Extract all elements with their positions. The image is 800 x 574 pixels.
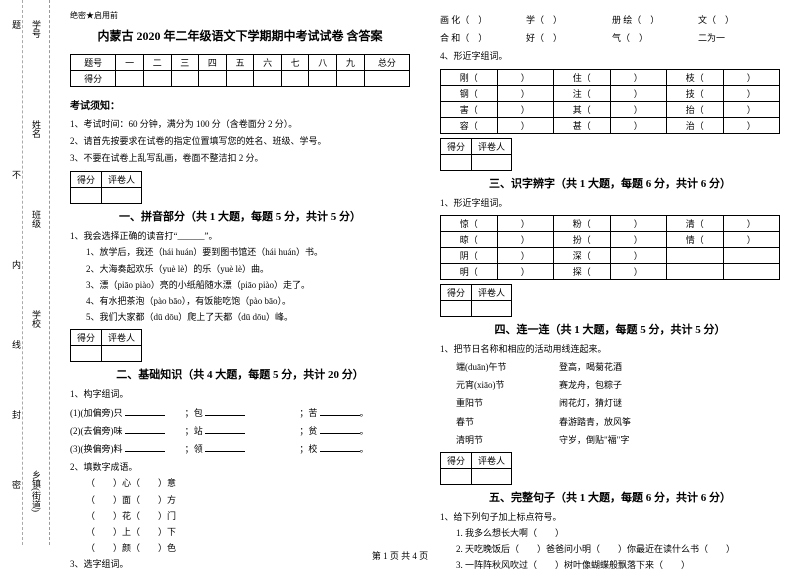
score-table: 题号一二 三四五 六七八 九总分 得分 (70, 54, 410, 87)
section3-title: 三、识字辨字（共 1 大题，每题 6 分，共计 6 分） (440, 175, 780, 191)
bracket-table-1: 刚（）住（）枝（） 钢（）注（）技（） 害（）其（）抬（） 容（）甚（）治（） (440, 69, 780, 134)
notice-list: 1、考试时间：60 分钟，满分为 100 分（含卷面分 2 分）。 2、请首先按… (70, 116, 410, 167)
gutter-label: 姓名 (30, 120, 43, 138)
grade-box: 得分评卷人 (70, 171, 142, 204)
gutter-label: 学校 (30, 310, 43, 328)
bracket-table-2: 惊（）粉（）清（） 晾（）扮（）情（） 阴（）深（） 明（）探（） (440, 215, 780, 280)
q2: 1、构字组词。 (1)(加偏旁)只 ；包 ；苦 。 (2)(去偏旁)味 ；站 ；… (70, 386, 410, 572)
gutter-label: 班级 (30, 210, 43, 228)
section2-title: 二、基础知识（共 4 大题，每题 5 分，共计 20 分） (70, 366, 410, 382)
section1-title: 一、拼音部分（共 1 大题，每题 5 分，共计 5 分） (70, 208, 410, 224)
gutter-hint: 封 (10, 410, 23, 419)
grade-box: 得分评卷人 (440, 138, 512, 171)
secret-label: 绝密★启用前 (70, 10, 410, 21)
exam-title: 内蒙古 2020 年二年级语文下学期期中考试试卷 含答案 (70, 27, 410, 44)
gutter-label: 学号 (30, 20, 43, 38)
q3: 1、形近字组词。 (440, 195, 780, 211)
grade-box: 得分评卷人 (70, 329, 142, 362)
q1: 1、我会选择正确的读音打“______”。 1、放学后，我还（hái huán）… (70, 228, 410, 325)
gutter-label: 乡镇(街道) (30, 470, 43, 512)
right-top: 画 化（ ） 学（ ） 册 绘（ ） 文（ ） 合 和（ ） 好（ ） 气（ ）… (440, 12, 780, 65)
section5-title: 五、完整句子（共 1 大题，每题 6 分，共计 6 分） (440, 489, 780, 505)
gutter-hint: 线 (10, 340, 23, 349)
grade-box: 得分评卷人 (440, 284, 512, 317)
q5: 1、给下列句子加上标点符号。 1. 我多么想长大啊（ ） 2. 天吃晚饭后（ ）… (440, 509, 780, 574)
q4: 1、把节日名称和相应的活动用线连起来。 端(duān)午节登高，喝菊花酒 元宵(… (440, 341, 780, 448)
grade-box: 得分评卷人 (440, 452, 512, 485)
gutter-hint: 不 (10, 170, 23, 179)
notice-title: 考试须知： (70, 97, 410, 112)
gutter-hint: 题 (10, 20, 23, 29)
gutter-hint: 密 (10, 480, 23, 489)
gutter-hint: 内 (10, 260, 23, 269)
section4-title: 四、连一连（共 1 大题，每题 5 分，共计 5 分） (440, 321, 780, 337)
